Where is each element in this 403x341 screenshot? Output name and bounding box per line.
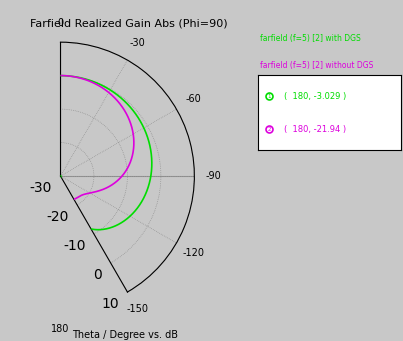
Text: 1: 1 — [268, 93, 271, 99]
Text: farfield (f=5) [2] without DGS: farfield (f=5) [2] without DGS — [260, 61, 373, 70]
Text: 2: 2 — [268, 127, 271, 132]
Text: farfield (f=5) [2] with DGS: farfield (f=5) [2] with DGS — [260, 34, 361, 43]
Text: Theta / Degree vs. dB: Theta / Degree vs. dB — [72, 330, 178, 340]
Text: (  180, -3.029 ): ( 180, -3.029 ) — [284, 91, 346, 101]
Text: 1: 1 — [0, 340, 1, 341]
Text: (  180, -21.94 ): ( 180, -21.94 ) — [284, 124, 346, 134]
Title: Farfield Realized Gain Abs (Phi=90): Farfield Realized Gain Abs (Phi=90) — [30, 18, 228, 28]
Text: 2: 2 — [0, 340, 1, 341]
